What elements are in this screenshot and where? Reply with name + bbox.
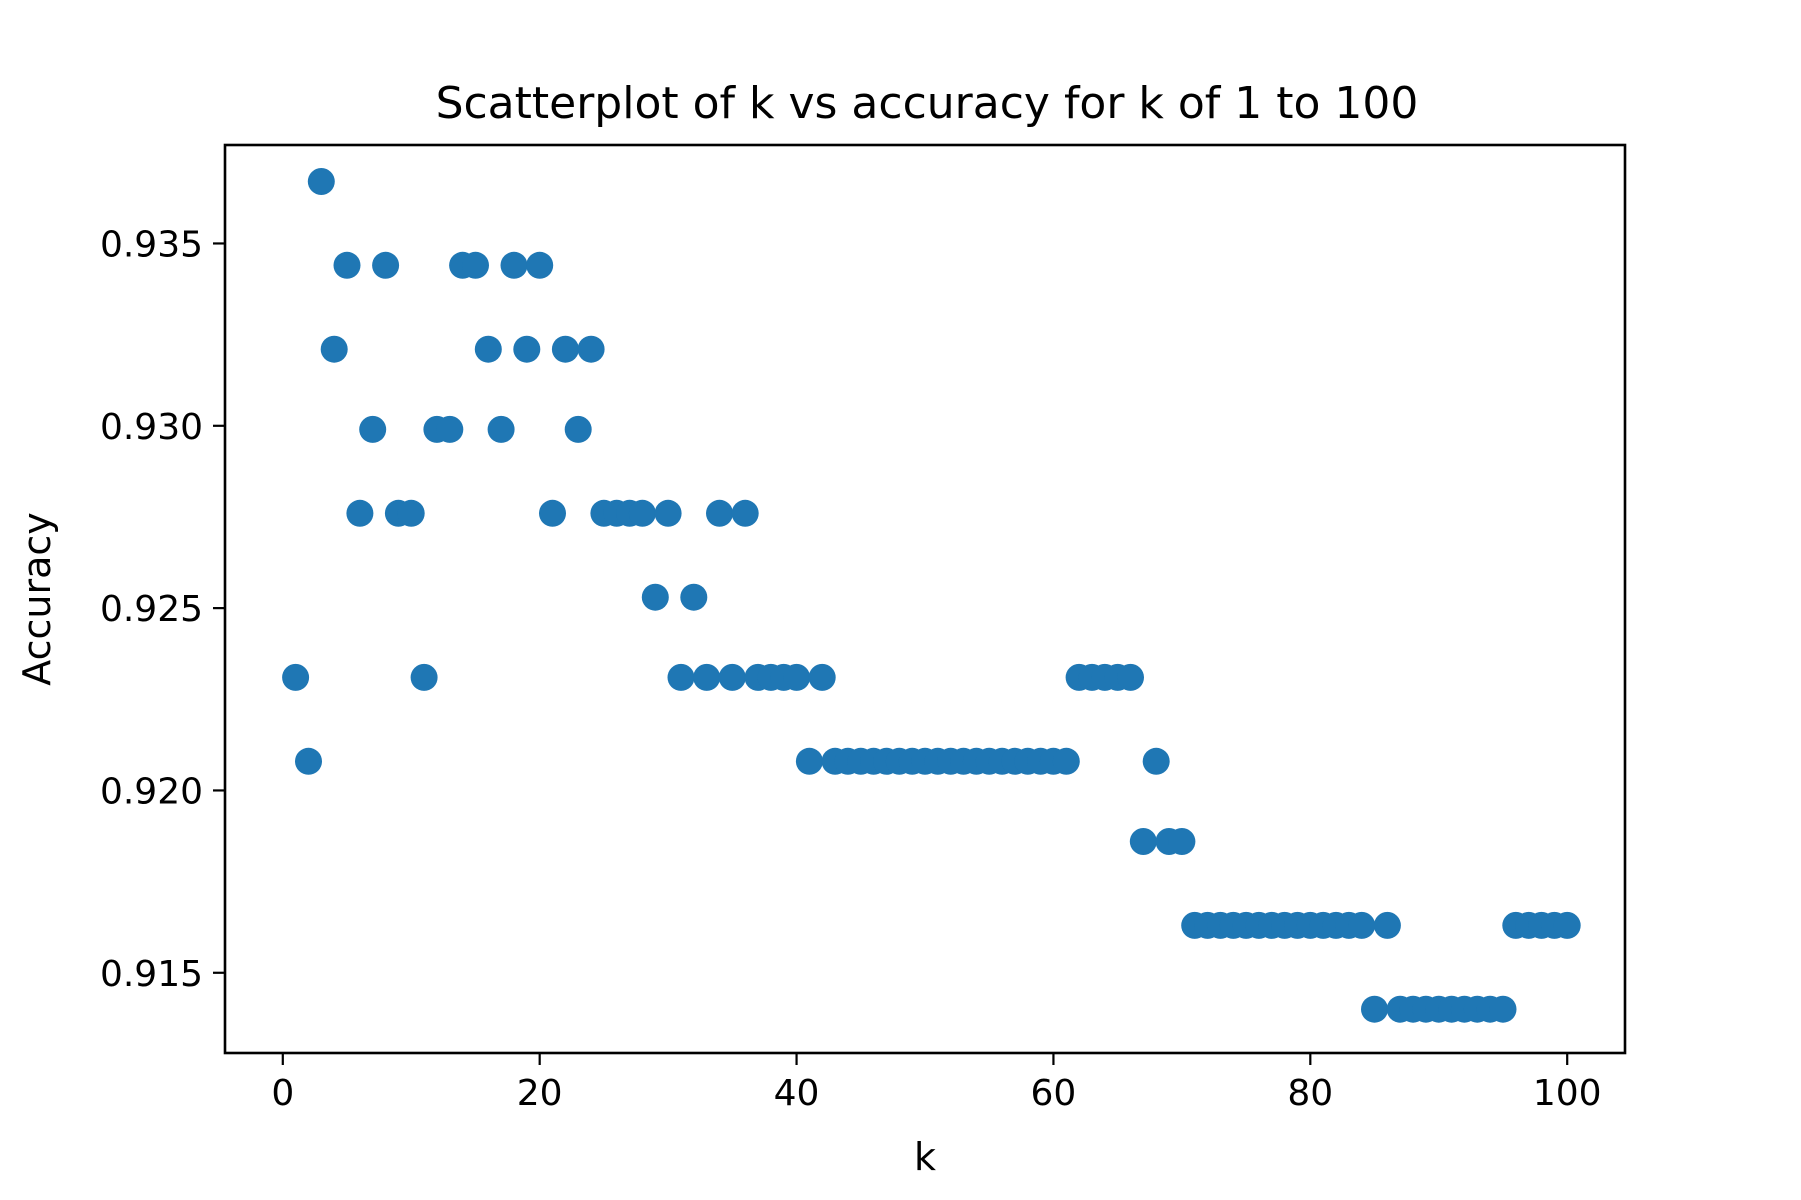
- data-point: [1142, 747, 1170, 775]
- data-point: [783, 663, 811, 691]
- data-point: [693, 663, 721, 691]
- y-tick-label: 0.925: [100, 589, 203, 630]
- data-point: [1361, 995, 1388, 1023]
- data-point: [487, 415, 515, 443]
- data-point: [731, 499, 759, 527]
- x-axis-label: k: [914, 1135, 936, 1179]
- data-point: [320, 335, 348, 363]
- data-point: [718, 663, 746, 691]
- data-point: [513, 335, 541, 363]
- data-point: [795, 747, 823, 775]
- data-point: [333, 251, 361, 279]
- data-point: [307, 168, 335, 195]
- data-point: [808, 663, 836, 691]
- x-tick-label: 0: [271, 1073, 294, 1114]
- data-point: [667, 663, 695, 691]
- data-point: [1373, 911, 1401, 939]
- y-tick-label: 0.930: [100, 407, 203, 448]
- data-point: [1129, 828, 1157, 855]
- data-point: [641, 583, 669, 611]
- data-point: [1348, 911, 1376, 939]
- data-point: [539, 499, 566, 527]
- data-point: [1168, 828, 1196, 855]
- x-tick-label: 60: [1031, 1073, 1077, 1114]
- x-tick-label: 100: [1533, 1073, 1602, 1114]
- data-point: [654, 499, 682, 527]
- data-point: [474, 335, 502, 363]
- y-tick-label: 0.935: [100, 224, 203, 265]
- data-point: [397, 499, 425, 527]
- data-point: [500, 251, 528, 279]
- data-point: [564, 415, 592, 443]
- data-point: [282, 663, 310, 691]
- plot-frame: [223, 143, 1627, 1055]
- points-layer: [282, 168, 1581, 1023]
- data-point: [295, 747, 322, 775]
- data-point: [410, 663, 438, 691]
- data-point: [706, 499, 733, 527]
- data-point: [680, 583, 708, 611]
- data-point: [359, 415, 387, 443]
- data-point: [1052, 747, 1080, 775]
- data-point: [346, 499, 374, 527]
- y-axis-label: Accuracy: [15, 512, 59, 686]
- y-tick-label: 0.915: [100, 954, 203, 995]
- data-point: [577, 335, 605, 363]
- x-tick-label: 20: [517, 1073, 563, 1114]
- x-tick-label: 40: [774, 1073, 820, 1114]
- data-point: [526, 251, 554, 279]
- data-point: [1553, 911, 1581, 939]
- data-point: [372, 251, 400, 279]
- chart-title: Scatterplot of k vs accuracy for k of 1 …: [436, 78, 1419, 129]
- y-tick-label: 0.920: [100, 771, 203, 812]
- x-tick-label: 80: [1287, 1073, 1333, 1114]
- y-axis: 0.915 0.920 0.925 0.930 0.935: [100, 224, 225, 995]
- data-point: [628, 499, 656, 527]
- x-axis: 0 20 40 60 80 100: [271, 1053, 1602, 1114]
- data-point: [1117, 663, 1144, 691]
- data-point: [1489, 995, 1517, 1023]
- data-point: [462, 251, 489, 279]
- data-point: [551, 335, 579, 363]
- data-point: [436, 415, 464, 443]
